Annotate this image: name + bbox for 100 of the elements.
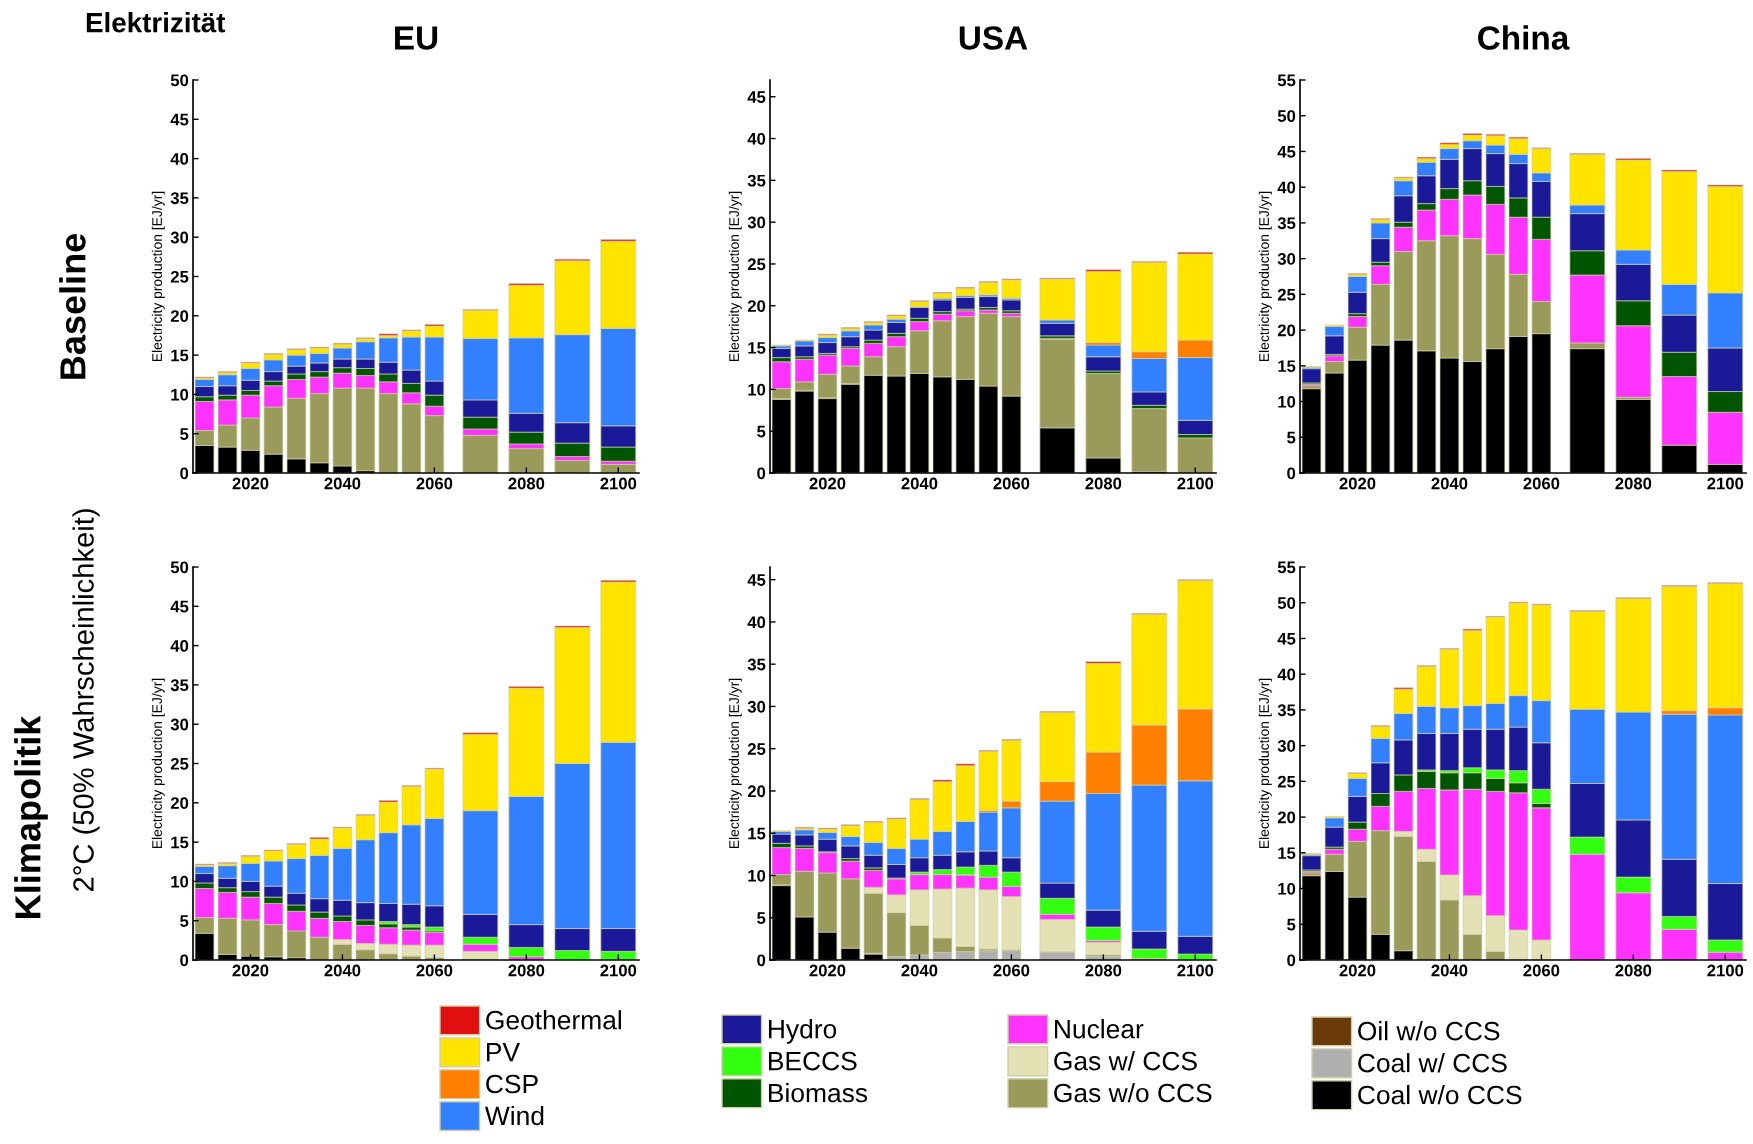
legend-label: CSP — [486, 1074, 538, 1094]
x-tick-label: 2040 — [324, 964, 361, 977]
x-tick-label: 2080 — [1085, 477, 1122, 490]
y-tick-label: 30 — [747, 216, 766, 229]
y-tick-label: 0 — [1287, 954, 1296, 967]
y-tick-label: 25 — [1277, 775, 1296, 788]
y-tick-label: 5 — [1287, 918, 1296, 931]
y-tick-label: 45 — [747, 574, 766, 586]
x-tick-label: 2020 — [1339, 477, 1376, 490]
y-tick-label: 40 — [170, 640, 189, 652]
y-tick-label: 45 — [1277, 633, 1296, 645]
y-tick-label: 30 — [170, 718, 189, 731]
y-axis-title: Electricity production [EJ/yr] — [151, 678, 165, 849]
y-tick-label: 45 — [747, 91, 766, 103]
y-tick-label: 50 — [170, 561, 189, 574]
y-axis-title: Electricity production [EJ/yr] — [1258, 191, 1272, 362]
legend-label: Coal w/o CCS — [1358, 1084, 1522, 1105]
y-tick-label: 15 — [748, 342, 766, 354]
y-tick-label: 20 — [1277, 811, 1296, 824]
y-axis-title: Electricity production [EJ/yr] — [1258, 678, 1272, 849]
y-tick-label: 0 — [757, 467, 766, 480]
x-tick-label: 2040 — [324, 477, 361, 490]
y-tick-label: 30 — [1277, 740, 1296, 752]
x-tick-label: 2060 — [416, 964, 453, 977]
y-tick-label: 20 — [170, 797, 189, 809]
y-tick-label: 40 — [1277, 181, 1296, 194]
y-tick-label: 50 — [170, 74, 189, 87]
y-tick-label: 25 — [747, 258, 766, 271]
legend-label: Biomass — [769, 1082, 868, 1103]
y-tick-label: 20 — [747, 300, 766, 312]
chart-title: USA — [959, 26, 1028, 50]
x-tick-label: 2060 — [993, 964, 1030, 977]
x-tick-label: 2080 — [508, 964, 545, 977]
y-tick-label: 10 — [171, 388, 189, 401]
x-tick-label: 2100 — [600, 964, 637, 977]
legend-label: Oil w/o CCS — [1358, 1021, 1500, 1041]
x-tick-label: 2080 — [1615, 964, 1652, 977]
x-tick-label: 2060 — [416, 477, 453, 490]
y-tick-label: 15 — [1278, 360, 1296, 373]
y-tick-label: 10 — [748, 383, 766, 396]
y-tick-label: 35 — [1277, 704, 1296, 717]
y-tick-label: 45 — [170, 600, 189, 613]
x-tick-label: 2100 — [1177, 477, 1214, 490]
x-tick-label: 2020 — [809, 477, 846, 490]
legend-label: Wind — [484, 1105, 544, 1126]
y-tick-label: 35 — [747, 174, 766, 187]
y-tick-label: 45 — [1277, 146, 1296, 158]
y-tick-label: 5 — [757, 912, 766, 924]
x-tick-label: 2080 — [508, 477, 545, 490]
y-axis-title: Electricity production [EJ/yr] — [728, 678, 742, 849]
y-tick-label: 10 — [1278, 882, 1296, 895]
legend-label: BECCS — [769, 1051, 857, 1071]
x-tick-label: 2040 — [901, 477, 938, 490]
y-tick-label: 55 — [1277, 74, 1296, 87]
x-tick-label: 2040 — [1431, 477, 1468, 490]
text: Klimapolitik — [14, 715, 48, 918]
y-tick-label: 5 — [180, 428, 189, 440]
x-tick-label: 2020 — [232, 964, 269, 977]
y-tick-label: 55 — [1277, 561, 1296, 574]
text: Elektrizität — [86, 12, 226, 33]
y-tick-label: 35 — [170, 192, 189, 205]
x-tick-label: 2020 — [1339, 964, 1376, 977]
y-tick-label: 35 — [747, 658, 766, 671]
legend-label: Gas w/ CCS — [1054, 1051, 1197, 1071]
y-tick-label: 40 — [747, 616, 766, 629]
text: 2°C (50% Wahrscheinlichkeit) — [72, 509, 100, 892]
y-tick-label: 40 — [1277, 668, 1296, 681]
y-tick-label: 15 — [1278, 847, 1296, 860]
legend-label: Gas w/o CCS — [1054, 1082, 1212, 1103]
y-tick-label: 0 — [180, 954, 189, 967]
y-tick-label: 0 — [1287, 467, 1296, 480]
y-tick-label: 25 — [170, 270, 189, 283]
x-tick-label: 2020 — [232, 477, 269, 490]
legend-label: Geothermal — [486, 1010, 621, 1030]
x-tick-label: 2060 — [1523, 477, 1560, 490]
x-tick-label: 2040 — [1431, 964, 1468, 977]
y-tick-label: 25 — [1277, 288, 1296, 301]
y-tick-label: 0 — [757, 954, 766, 967]
chart-title: EU — [395, 26, 438, 50]
y-tick-label: 50 — [1277, 110, 1296, 122]
legend-label: Nuclear — [1055, 1019, 1144, 1039]
y-tick-label: 40 — [170, 153, 189, 165]
y-tick-label: 35 — [170, 679, 189, 692]
legend-label: Coal w/ CCS — [1358, 1053, 1507, 1073]
y-tick-label: 10 — [1278, 395, 1296, 408]
legend-label: PV — [487, 1043, 520, 1062]
y-tick-label: 20 — [1277, 324, 1296, 337]
y-tick-label: 35 — [1277, 217, 1296, 230]
x-tick-label: 2060 — [1523, 964, 1560, 977]
x-tick-label: 2080 — [1085, 964, 1122, 977]
legend-label: Hydro — [769, 1019, 837, 1044]
x-tick-label: 2040 — [901, 964, 938, 977]
y-axis-title: Electricity production [EJ/yr] — [728, 191, 742, 362]
y-tick-label: 20 — [170, 310, 189, 322]
y-tick-label: 30 — [747, 700, 766, 713]
y-tick-label: 10 — [748, 869, 766, 882]
y-tick-label: 30 — [1277, 253, 1296, 265]
x-tick-label: 2020 — [809, 964, 846, 977]
text: Baseline — [59, 233, 86, 379]
y-tick-label: 15 — [171, 836, 189, 849]
